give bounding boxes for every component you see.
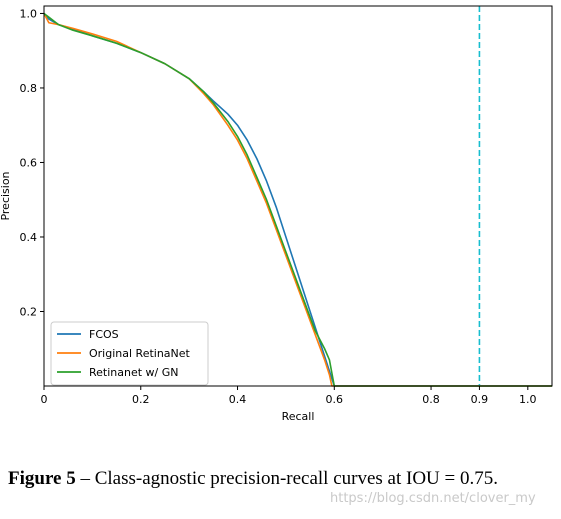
y-tick-label: 1.0	[20, 7, 38, 20]
caption-separator: –	[75, 468, 95, 489]
y-tick-label: 0.2	[20, 305, 38, 318]
plot-frame	[43, 5, 553, 387]
legend: FCOS Original RetinaNet Retinanet w/ GN	[50, 321, 209, 386]
legend-label: Retinanet w/ GN	[89, 366, 179, 379]
caption-figure-label: Figure 5	[8, 468, 76, 489]
y-tick-label: 0.8	[20, 82, 38, 95]
series-line-2	[43, 12, 552, 387]
y-axis-label: Precision	[0, 171, 12, 220]
pr-curve-chart: 0 0.2 0.4 0.6 0.8 0.9 1.0 0.2 0.4 0.6 0.8 1.0 Reca…	[0, 5, 553, 423]
x-tick-label: 0.9	[471, 393, 489, 406]
x-tick-label: 0.2	[132, 393, 150, 406]
y-tick-label: 0.4	[20, 231, 38, 244]
caption-text: Class-agnostic precision-recall curves a…	[94, 468, 498, 489]
x-tick-label: 0.6	[326, 393, 344, 406]
x-tick-label: 1.0	[519, 393, 537, 406]
y-tick-label: 0.6	[20, 156, 38, 169]
watermark-url: https://blog.csdn.net/clover_my	[330, 491, 536, 506]
x-axis-label: Recall	[282, 410, 315, 423]
x-tick-label: 0	[41, 393, 48, 406]
legend-box	[50, 321, 209, 386]
figure-caption: Figure 5 – Class-agnostic precision-reca…	[8, 466, 553, 492]
legend-label: FCOS	[89, 328, 119, 341]
legend-label: Original RetinaNet	[89, 347, 191, 360]
x-tick-label: 0.4	[229, 393, 247, 406]
x-tick-label: 0.8	[422, 393, 440, 406]
series-line-1	[43, 13, 552, 387]
